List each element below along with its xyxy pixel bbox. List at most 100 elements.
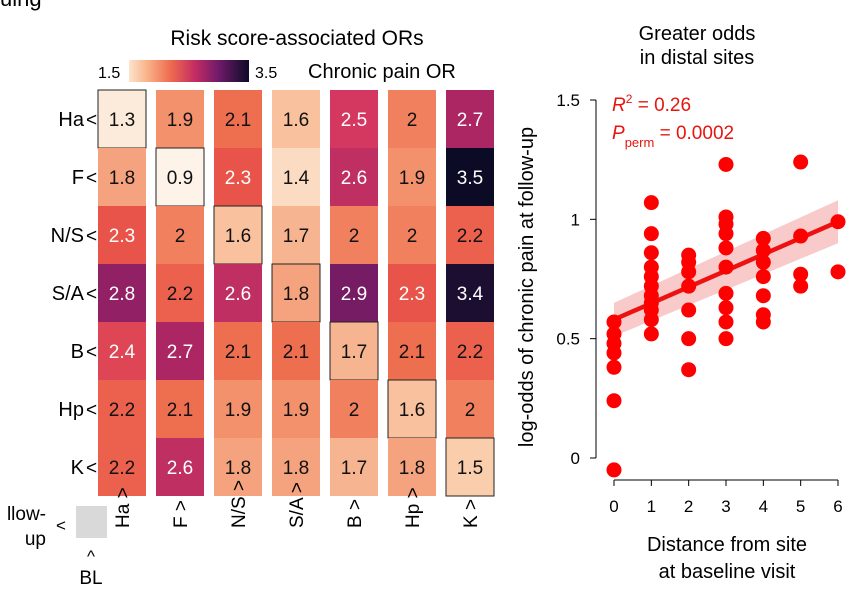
heatmap-cell-value: 2 xyxy=(407,110,418,131)
row-arrow: < xyxy=(86,110,97,131)
heatmap-cell-value: 1.6 xyxy=(225,226,251,247)
row-label: F xyxy=(72,167,84,189)
p-subscript: perm xyxy=(625,135,655,150)
heatmap-cell-value: 1.8 xyxy=(283,284,309,305)
y-tick-label: 1 xyxy=(571,210,580,229)
scatter-x-axis-label-line1: Distance from site xyxy=(647,534,807,556)
heatmap-cell-value: 2.2 xyxy=(109,400,135,421)
column-arrow: > xyxy=(287,482,308,498)
heatmap-cell-value: 2.2 xyxy=(109,458,135,479)
heatmap-cell-value: 2.7 xyxy=(167,342,193,363)
data-point xyxy=(718,259,734,275)
heatmap-cell-value: 2.1 xyxy=(399,342,425,363)
followup-legend-label-line2: up xyxy=(25,529,46,550)
heatmap-cell xyxy=(388,90,436,148)
heatmap-cell-value: 1.4 xyxy=(283,168,310,189)
row-label: N/S xyxy=(51,225,84,247)
x-tick-label: 2 xyxy=(684,497,693,516)
heatmap-cell xyxy=(213,205,263,265)
heatmap-cell xyxy=(388,264,436,322)
column-label: K > xyxy=(461,499,482,528)
heatmap-cell xyxy=(330,148,378,206)
colorbar xyxy=(129,60,249,82)
heatmap-cell xyxy=(446,148,494,206)
data-point xyxy=(643,195,659,211)
y-tick-label: 0.5 xyxy=(556,330,580,349)
column-label: N/S > xyxy=(229,480,250,528)
heatmap-cell-value: 2 xyxy=(465,400,476,421)
data-point xyxy=(755,288,771,304)
data-point xyxy=(681,331,697,347)
heatmap-cell-value: 0.9 xyxy=(167,168,193,189)
heatmap-cell xyxy=(329,321,379,381)
data-point xyxy=(755,307,771,323)
heatmap-cell xyxy=(446,264,494,322)
colorbar-min-label: 1.5 xyxy=(98,65,120,82)
data-point xyxy=(643,326,659,342)
r-squared-symbol: R xyxy=(612,95,626,116)
r-squared-annotation: R2 = 0.26 xyxy=(612,92,691,116)
heatmap-cell-value: 1.9 xyxy=(399,168,425,189)
data-point xyxy=(830,214,846,230)
followup-legend-arrow: < xyxy=(56,516,66,535)
row-arrow: < xyxy=(86,458,97,479)
colorbar-max-label: 3.5 xyxy=(255,65,277,82)
heatmap-cell-value: 2.3 xyxy=(109,226,135,247)
column-label-text: N/S xyxy=(229,496,250,528)
heatmap-cell xyxy=(387,379,437,439)
heatmap-cell xyxy=(272,148,320,206)
heatmap-cell-value: 1.6 xyxy=(283,110,309,131)
data-point xyxy=(606,314,622,330)
column-arrow: > xyxy=(345,499,366,515)
column-label: B > xyxy=(345,499,366,528)
heatmap-cell-value: 2 xyxy=(349,226,360,247)
x-tick-label: 0 xyxy=(609,497,618,516)
heatmap-cell xyxy=(98,206,146,264)
data-point xyxy=(793,228,809,244)
heatmap-cell-value: 1.3 xyxy=(109,110,135,131)
column-label: S/A > xyxy=(287,482,308,528)
data-point xyxy=(718,156,734,172)
column-label: Hp > xyxy=(403,487,424,528)
heatmap-cell-value: 1.7 xyxy=(283,226,309,247)
heatmap-cell xyxy=(214,148,262,206)
heatmap-cell xyxy=(446,90,494,148)
heatmap-cell-value: 1.8 xyxy=(399,458,425,479)
heatmap-cell xyxy=(272,438,320,496)
heatmap-cell xyxy=(330,206,378,264)
heatmap-cell-value: 2 xyxy=(175,226,186,247)
data-point xyxy=(718,331,734,347)
row-label: B xyxy=(71,341,84,363)
data-point xyxy=(643,245,659,261)
data-point xyxy=(830,264,846,280)
data-point xyxy=(718,285,734,301)
column-arrow: > xyxy=(229,480,250,496)
x-tick-label: 4 xyxy=(759,497,768,516)
heatmap-cell-value: 2.7 xyxy=(457,110,483,131)
p-value: = 0.0002 xyxy=(654,123,734,144)
row-label: K xyxy=(71,457,85,479)
heatmap-title: Risk score-associated ORs xyxy=(170,27,423,50)
cropped-heading-fragment: uing xyxy=(0,0,42,11)
heatmap-cell xyxy=(156,438,204,496)
data-point xyxy=(718,240,734,256)
baseline-legend-label: BL xyxy=(79,568,102,589)
data-point xyxy=(643,259,659,275)
row-arrow: < xyxy=(86,342,97,363)
heatmap-cell-value: 2.3 xyxy=(399,284,425,305)
heatmap-cell-value: 2.1 xyxy=(167,400,193,421)
heatmap-cell-value: 2.1 xyxy=(225,110,251,131)
column-label: Ha > xyxy=(113,487,134,528)
r-squared-superscript: 2 xyxy=(626,92,633,106)
heatmap: Ha <1.3 1.9 2.1 1.6 2.5 2 2.7F <1.8 0.9 2.3 1.4 2.6 1… xyxy=(7,89,495,589)
heatmap-cell-value: 1.9 xyxy=(167,110,193,131)
column-label-text: Hp xyxy=(403,504,424,528)
heatmap-cell xyxy=(156,206,204,264)
data-point xyxy=(755,254,771,270)
column-label-text: Ha xyxy=(113,503,134,528)
heatmap-cell xyxy=(97,89,147,149)
heatmap-cell xyxy=(214,90,262,148)
heatmap-cell xyxy=(446,380,494,438)
heatmap-cell-value: 2.1 xyxy=(225,342,251,363)
heatmap-cell xyxy=(214,264,262,322)
